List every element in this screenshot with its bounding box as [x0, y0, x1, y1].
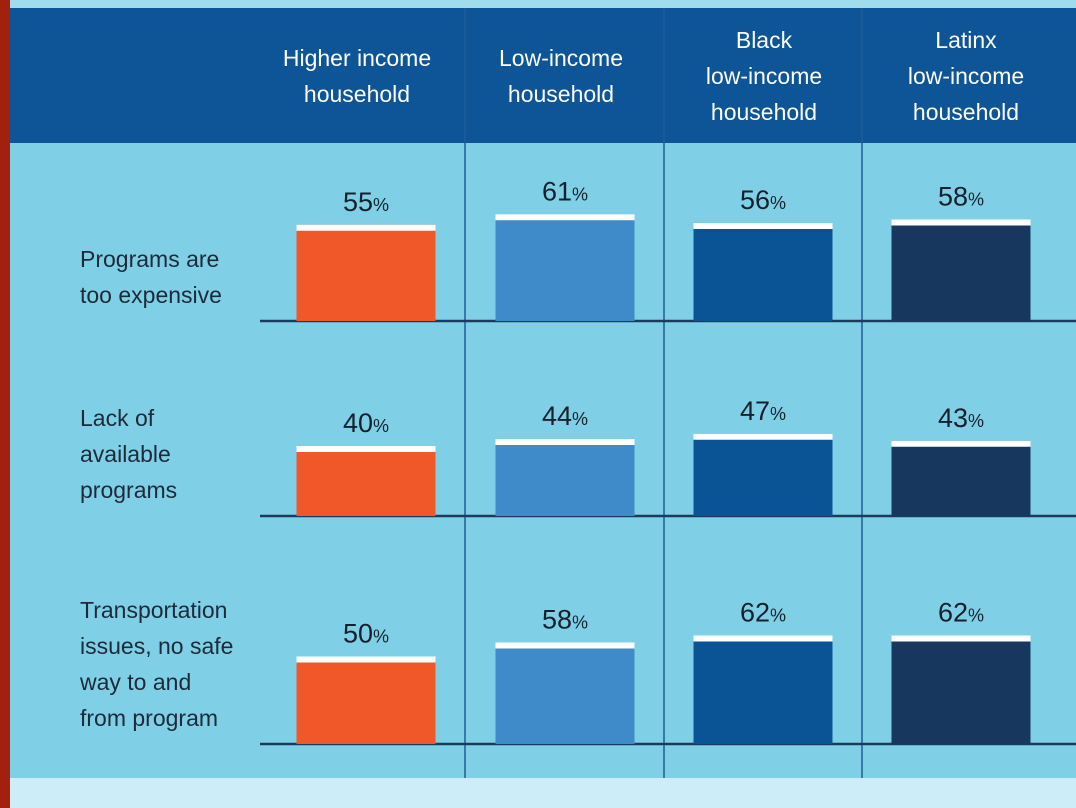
bar-cap: [891, 219, 1031, 226]
top-band: [0, 0, 1076, 8]
value-label: 50%: [343, 619, 389, 649]
bar: [891, 635, 1031, 744]
bar-cap: [296, 446, 436, 452]
value-label: 56%: [740, 185, 786, 215]
bar-cap: [495, 642, 635, 649]
row-label: Lack of available programs: [80, 405, 178, 503]
column-header: Higher income household: [282, 44, 432, 107]
row-label: Programs are too expensive: [80, 246, 222, 308]
header-band: [0, 8, 1076, 143]
bar-cap: [296, 224, 436, 231]
bar: [495, 214, 635, 321]
bar-cap: [693, 635, 833, 642]
bar: [693, 223, 833, 321]
bar-cap: [693, 433, 833, 440]
bar-cap: [693, 223, 833, 229]
row-label: Transportation issues, no safe way to an…: [80, 597, 234, 731]
bar: [495, 439, 635, 516]
bar: [891, 219, 1031, 321]
bar-cap: [891, 440, 1031, 447]
value-label: 61%: [542, 176, 588, 206]
bar: [693, 635, 833, 744]
left-strip: [0, 0, 10, 808]
bar: [296, 224, 436, 321]
value-label: 62%: [740, 598, 786, 628]
value-label: 43%: [938, 403, 984, 433]
value-label: 47%: [740, 396, 786, 426]
bar: [693, 433, 833, 516]
column-header: Black low-income household: [705, 26, 823, 125]
value-label: 62%: [938, 598, 984, 628]
value-label: 58%: [938, 182, 984, 212]
bar-cap: [495, 439, 635, 445]
bar-cap: [891, 635, 1031, 642]
bar: [296, 656, 436, 744]
column-header: Latinx low-income household: [907, 26, 1025, 125]
bar-cap: [296, 656, 436, 663]
value-label: 55%: [343, 187, 389, 217]
column-header: Low-income household: [499, 44, 623, 107]
bar: [495, 642, 635, 744]
bar-cap: [495, 214, 635, 221]
value-label: 58%: [542, 605, 588, 635]
bottom-band: [0, 778, 1076, 808]
bar: [296, 446, 436, 516]
value-label: 44%: [542, 401, 588, 431]
bar: [891, 440, 1031, 516]
value-label: 40%: [343, 408, 389, 438]
